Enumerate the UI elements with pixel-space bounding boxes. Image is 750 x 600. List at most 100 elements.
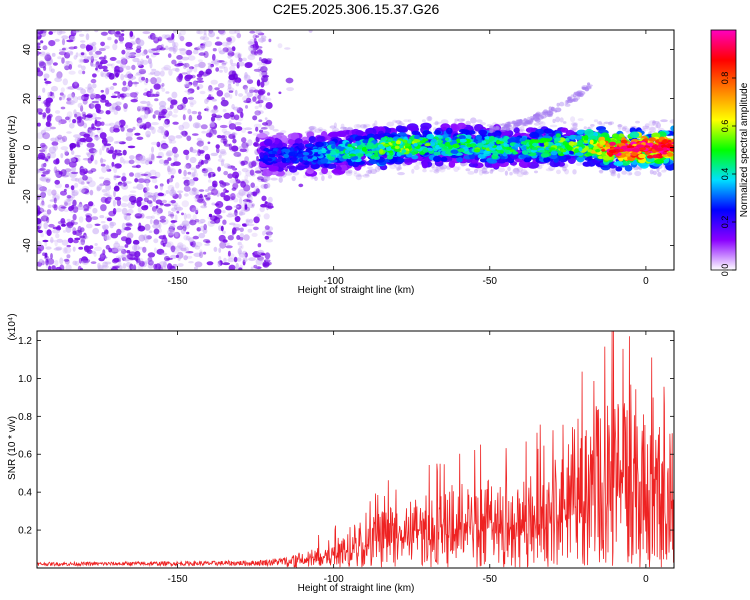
heatmap-track-halo (577, 118, 584, 122)
heatmap-noise-cell (259, 206, 265, 213)
heatmap-noise-cell (39, 154, 44, 158)
heatmap-noise-cell (115, 208, 122, 213)
heatmap-noise-cell (121, 86, 128, 92)
heatmap-noise-cell (174, 182, 180, 189)
heatmap-noise-cell (247, 131, 253, 134)
heatmap-noise-cell (103, 55, 107, 60)
heatmap-noise-cell (129, 92, 138, 98)
heatmap-noise-cell (137, 172, 144, 178)
heatmap-noise-cell (99, 159, 107, 163)
heatmap-noise-cell (144, 223, 151, 231)
heatmap-track-halo (520, 169, 528, 175)
heatmap-noise-cell (45, 178, 51, 183)
heatmap-track-halo (291, 175, 296, 182)
heatmap-track-halo (426, 116, 433, 122)
heatmap-track-halo (603, 121, 610, 125)
heatmap-track-cell (440, 156, 448, 162)
heatmap-noise-cell (193, 84, 199, 88)
heatmap-noise-cell (59, 92, 64, 96)
heatmap-noise-cell (261, 38, 267, 42)
heatmap-noise-cell (135, 216, 142, 219)
heatmap-noise-cell (220, 159, 225, 167)
heatmap-track-halo (626, 171, 633, 176)
heatmap-noise-cell (206, 261, 214, 266)
heatmap-noise-cell (205, 156, 211, 162)
heatmap-noise-cell (137, 60, 143, 67)
heatmap-track-cell (583, 145, 589, 151)
heatmap-noise-cell (260, 127, 268, 130)
heatmap-noise-cell (94, 30, 99, 33)
heatmap-noise-cell (125, 136, 133, 141)
heatmap-noise-cell (195, 153, 199, 157)
heatmap-noise-cell (253, 123, 262, 128)
heatmap-noise-cell (188, 261, 194, 264)
heatmap-secondary-cell (507, 121, 511, 125)
heatmap-noise-cell (191, 207, 199, 214)
heatmap-noise-cell (198, 52, 206, 56)
heatmap-noise-cell (180, 247, 187, 252)
heatmap-track-halo (648, 120, 656, 127)
heatmap-noise-cell (52, 204, 57, 209)
heatmap-track-halo (413, 165, 420, 171)
heatmap-track-cell (328, 156, 336, 161)
heatmap-noise-cell (202, 41, 207, 49)
heatmap-track-cell (312, 156, 318, 161)
heatmap-noise-cell (163, 203, 171, 207)
heatmap-noise-cell (94, 159, 98, 165)
heatmap-noise-cell (199, 36, 205, 40)
heatmap-noise-cell (60, 106, 66, 110)
heatmap-track-cell (312, 163, 319, 169)
heatmap-noise-cell (72, 221, 78, 225)
heatmap-noise-cell (120, 203, 128, 208)
heatmap-noise-cell (125, 131, 133, 138)
heatmap-noise-cell (40, 129, 47, 136)
heatmap-noise-cell (147, 259, 154, 263)
heatmap-noise-cell (183, 169, 187, 177)
heatmap-noise-cell (60, 218, 66, 224)
heatmap-noise-cell (101, 256, 108, 259)
heatmap-noise-cell (260, 75, 269, 83)
heatmap-noise-cell (127, 145, 136, 149)
heatmap-noise-cell (57, 134, 63, 140)
heatmap-noise-cell (57, 71, 62, 79)
heatmap-noise-cell (168, 47, 175, 50)
heatmap-noise-cell (234, 209, 238, 217)
heatmap-noise-cell (85, 215, 92, 223)
heatmap-noise-cell (223, 143, 231, 147)
heatmap-noise-cell (90, 261, 97, 264)
heatmap-track-halo (433, 169, 440, 174)
heatmap-noise-cell (184, 193, 189, 197)
heatmap-noise-cell (224, 92, 231, 98)
heatmap-noise-cell (167, 263, 173, 270)
heatmap-noise-cell (258, 89, 264, 97)
heatmap-track-cell (307, 155, 314, 159)
heatmap-noise-cell (155, 205, 159, 209)
heatmap-noise-cell (249, 169, 255, 176)
heatmap-noise-cell (154, 171, 161, 179)
heatmap-track-cell (615, 166, 623, 172)
heatmap-track-cell (411, 155, 419, 160)
heatmap-track-cell (620, 139, 628, 144)
heatmap-track-halo (367, 168, 373, 175)
heatmap-noise-cell (257, 32, 265, 36)
heatmap-noise-cell (78, 257, 82, 264)
heatmap-noise-cell (42, 45, 48, 51)
heatmap-noise-cell (264, 252, 271, 260)
heatmap-noise-cell (113, 141, 119, 144)
heatmap-track-cell (268, 165, 279, 172)
heatmap-noise-cell (258, 103, 262, 108)
heatmap-noise-cell (218, 234, 226, 242)
heatmap-noise-cell (174, 232, 178, 238)
heatmap-secondary-cell (540, 111, 546, 115)
heatmap-noise-cell (221, 182, 230, 186)
heatmap-track-halo (396, 119, 402, 125)
heatmap-noise-cell (68, 100, 76, 105)
heatmap-noise-cell (42, 239, 49, 243)
heatmap-track-cell (302, 151, 310, 156)
heatmap-noise-cell (96, 109, 104, 114)
heatmap-track-halo (609, 167, 616, 173)
heatmap-track-halo (407, 119, 412, 123)
heatmap-noise-cell (178, 32, 182, 40)
heatmap-noise-cell (120, 56, 127, 61)
